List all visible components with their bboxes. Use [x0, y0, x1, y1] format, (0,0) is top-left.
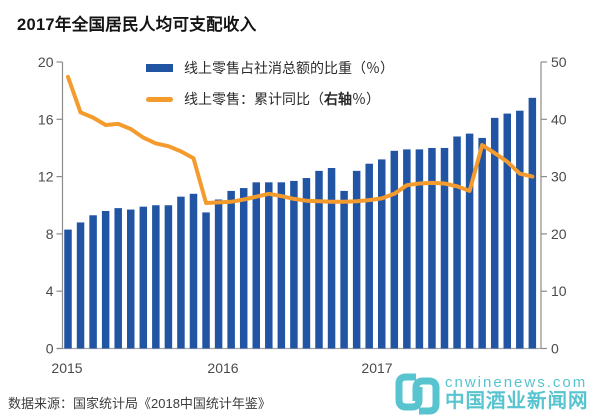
bar — [239, 188, 248, 349]
right-axis-tick-label: 30 — [551, 169, 567, 185]
bar — [177, 196, 185, 349]
bar — [516, 110, 524, 349]
left-axis-tick-label: 12 — [38, 169, 54, 185]
site-logo-icon — [395, 373, 440, 415]
bar — [528, 97, 537, 349]
bar — [465, 133, 474, 349]
bar — [428, 147, 436, 349]
bar — [352, 170, 361, 349]
bar — [415, 149, 424, 349]
legend-item-line-label: 线上零售：累计同比（右轴％） — [184, 91, 380, 107]
right-axis-tick-label: 40 — [551, 111, 567, 127]
site-watermark: cnwinenews.com 中国酒业新闻网 — [395, 370, 589, 416]
chart-title: 2017年全国居民人均可支配收入 — [17, 16, 257, 34]
bar — [440, 147, 449, 349]
left-axis-tick-label: 4 — [46, 283, 54, 299]
line-series-swatch-icon — [146, 96, 173, 102]
right-axis-tick-label: 50 — [551, 54, 567, 70]
bar — [490, 117, 499, 349]
legend-item-bars-label: 线上零售占社消总额的比重（％） — [184, 60, 394, 76]
bar — [327, 168, 336, 349]
right-axis-tick-label: 0 — [551, 341, 559, 357]
bar — [152, 205, 160, 349]
bar — [478, 137, 486, 349]
bar — [315, 170, 323, 349]
logo-shape-left — [395, 373, 423, 411]
bar — [277, 182, 286, 349]
bar — [290, 180, 298, 349]
bar — [114, 208, 122, 349]
bar — [265, 182, 273, 349]
site-watermark-text: cnwinenews.com 中国酒业新闻网 — [445, 375, 589, 411]
x-axis-year-label: 2016 — [207, 360, 238, 376]
bars-series — [64, 97, 537, 349]
chart-legend: 线上零售占社消总额的比重（％） 线上零售：累计同比（右轴％） — [146, 57, 394, 119]
bar — [252, 182, 260, 349]
bar — [101, 210, 110, 349]
bar — [76, 222, 85, 349]
bar — [365, 163, 373, 349]
bar — [202, 212, 210, 349]
bar — [340, 190, 348, 349]
x-axis-year-label: 2015 — [51, 360, 82, 376]
bar — [378, 159, 386, 349]
trend-line — [66, 74, 535, 205]
site-name: 中国酒业新闻网 — [445, 389, 589, 412]
right-axis-tick-label: 10 — [551, 283, 567, 299]
bar — [214, 199, 223, 349]
bar — [64, 229, 72, 349]
bar — [139, 206, 148, 349]
left-axis-tick-label: 8 — [46, 226, 54, 242]
bar-series-swatch-icon — [146, 64, 173, 72]
bar — [127, 209, 135, 349]
legend-item-line: 线上零售：累计同比（右轴％） — [146, 88, 394, 110]
bar — [302, 178, 311, 349]
bar — [403, 149, 411, 349]
bar — [164, 205, 173, 349]
right-axis-tick-label: 20 — [551, 226, 567, 242]
left-axis-tick-label: 0 — [46, 341, 54, 357]
bar — [227, 190, 235, 349]
source-note: 数据来源：国家统计局《2018中国统计年鉴》 — [8, 396, 271, 411]
logo-shape-right — [412, 377, 440, 415]
bar — [189, 193, 198, 349]
legend-item-bars: 线上零售占社消总额的比重（％） — [146, 57, 394, 79]
bar — [453, 136, 461, 349]
left-axis-tick-label: 20 — [38, 54, 54, 70]
left-axis-tick-label: 16 — [38, 111, 54, 127]
bar — [89, 215, 97, 349]
bar — [390, 150, 399, 349]
site-url: cnwinenews.com — [445, 373, 588, 391]
x-axis-year-label: 2017 — [361, 360, 392, 376]
bar — [503, 113, 511, 349]
